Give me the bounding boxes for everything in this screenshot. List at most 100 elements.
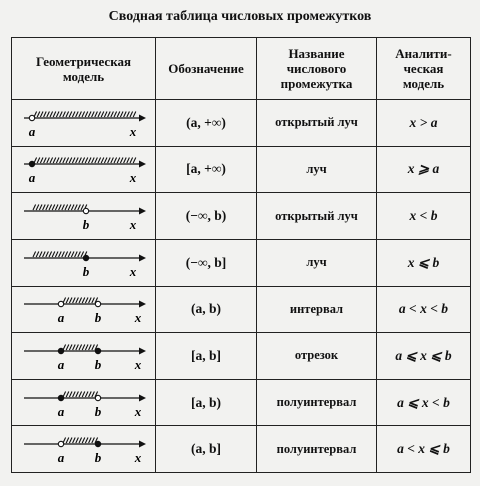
hatch-mark bbox=[32, 204, 36, 211]
header-name-line-2: числового bbox=[286, 61, 347, 76]
notation-cell: (−∞, b) bbox=[155, 192, 257, 240]
hatch-mark bbox=[52, 157, 56, 164]
hatch-mark bbox=[90, 390, 95, 397]
hatch-mark bbox=[100, 157, 104, 164]
hatch-mark bbox=[73, 250, 78, 257]
hatch-mark bbox=[93, 111, 98, 118]
hatch-mark bbox=[76, 204, 81, 211]
interval-name-cell: луч bbox=[256, 145, 377, 194]
hatch-mark bbox=[81, 390, 85, 397]
hatch-mark bbox=[68, 297, 72, 304]
header-analytic-line-1: Аналити- bbox=[395, 46, 452, 61]
label-a: a bbox=[28, 170, 35, 185]
hatch-mark bbox=[57, 204, 62, 211]
table-row: a b x [a, b] отрезок a ⩽ x ⩽ b bbox=[11, 332, 471, 380]
hatch-mark bbox=[113, 157, 117, 164]
point-b bbox=[94, 301, 101, 308]
hatch-mark bbox=[42, 111, 47, 118]
hatch-mark bbox=[68, 157, 72, 164]
hatch-mark bbox=[74, 437, 79, 444]
hatch-mark bbox=[71, 157, 75, 164]
hatch-mark bbox=[51, 204, 55, 211]
hatch-mark bbox=[87, 157, 91, 164]
hatch-mark bbox=[103, 111, 107, 118]
hatch-mark bbox=[58, 111, 63, 118]
notation-cell: [a, b] bbox=[155, 332, 257, 380]
label-b: b bbox=[82, 217, 89, 232]
hatch-mark bbox=[49, 157, 53, 164]
point-a bbox=[28, 114, 35, 122]
hatch-mark bbox=[81, 157, 85, 164]
hatch-mark bbox=[103, 157, 107, 164]
hatch-mark bbox=[42, 157, 47, 164]
hatch-mark bbox=[113, 111, 117, 118]
analytic-model-cell: x ⩾ a bbox=[376, 145, 471, 194]
hatch-mark bbox=[76, 250, 81, 257]
hatch-mark bbox=[78, 297, 82, 304]
hatch-mark bbox=[97, 111, 101, 118]
hatch-mark bbox=[67, 204, 71, 211]
hatch-mark bbox=[36, 111, 40, 118]
point-a bbox=[57, 301, 64, 308]
notation-cell: [a, b) bbox=[155, 378, 257, 427]
hatch-mark bbox=[71, 437, 76, 444]
hatch-mark bbox=[97, 157, 101, 164]
interval-name-cell: интервал bbox=[256, 285, 377, 334]
hatch-mark bbox=[45, 157, 50, 164]
interval-name-cell: отрезок bbox=[256, 332, 377, 380]
hatch-mark bbox=[87, 297, 92, 304]
header-analytic-line-3: модель bbox=[402, 76, 445, 91]
hatch-mark bbox=[48, 204, 52, 211]
point-b bbox=[94, 394, 101, 401]
header-row: Геометрическая модель Обозначение Назван… bbox=[11, 37, 471, 100]
notation-cell: (a, b] bbox=[155, 425, 257, 473]
notation-cell: (a, b) bbox=[155, 285, 257, 334]
hatch-mark bbox=[106, 111, 111, 118]
interval-name-cell: открытый луч bbox=[256, 192, 377, 240]
header-notation-line-1: Обозначение bbox=[168, 61, 244, 76]
label-x: x bbox=[133, 310, 141, 325]
hatch-mark bbox=[84, 157, 88, 164]
hatch-mark bbox=[74, 297, 79, 304]
hatch-mark bbox=[78, 390, 82, 397]
hatch-mark bbox=[74, 157, 79, 164]
hatch-mark bbox=[116, 157, 120, 164]
hatch-mark bbox=[78, 437, 82, 444]
table-row: b x (−∞, b] луч x ⩽ b bbox=[11, 238, 471, 287]
hatch-mark bbox=[129, 157, 133, 164]
hatch-mark bbox=[109, 157, 114, 164]
hatch-mark bbox=[55, 111, 59, 118]
analytic-model-cell: a < x < b bbox=[376, 285, 471, 334]
axis-arrow bbox=[138, 347, 146, 355]
table-row: a b x (a, b] полуинтервал a < x ⩽ b bbox=[11, 425, 471, 473]
hatch-mark bbox=[45, 111, 50, 118]
hatch-mark bbox=[129, 111, 133, 118]
table-row: b x (−∞, b) открытый луч x < b bbox=[11, 192, 471, 240]
hatch-mark bbox=[90, 437, 95, 444]
hatch-mark bbox=[84, 344, 88, 351]
hatch-mark bbox=[87, 390, 92, 397]
point-a bbox=[57, 440, 64, 448]
hatch-mark bbox=[68, 111, 72, 118]
hatch-mark bbox=[81, 111, 85, 118]
interval-name-cell: открытый луч bbox=[256, 99, 377, 147]
hatch-mark bbox=[71, 344, 76, 351]
hatch-mark bbox=[116, 111, 120, 118]
hatch-mark bbox=[77, 111, 82, 118]
hatch-mark bbox=[44, 204, 49, 211]
hatch-mark bbox=[122, 111, 127, 118]
page-title: Сводная таблица числовых промежутков bbox=[108, 9, 372, 24]
hatch-mark bbox=[51, 250, 55, 257]
point-b bbox=[82, 207, 89, 215]
analytic-model-cell: x ⩽ b bbox=[376, 238, 471, 287]
hatch-mark bbox=[52, 111, 56, 118]
table-row: a b x (a, b) интервал a < x < b bbox=[11, 285, 471, 334]
label-x: x bbox=[128, 264, 136, 279]
hatch-mark bbox=[74, 111, 79, 118]
label-b: b bbox=[82, 264, 89, 279]
